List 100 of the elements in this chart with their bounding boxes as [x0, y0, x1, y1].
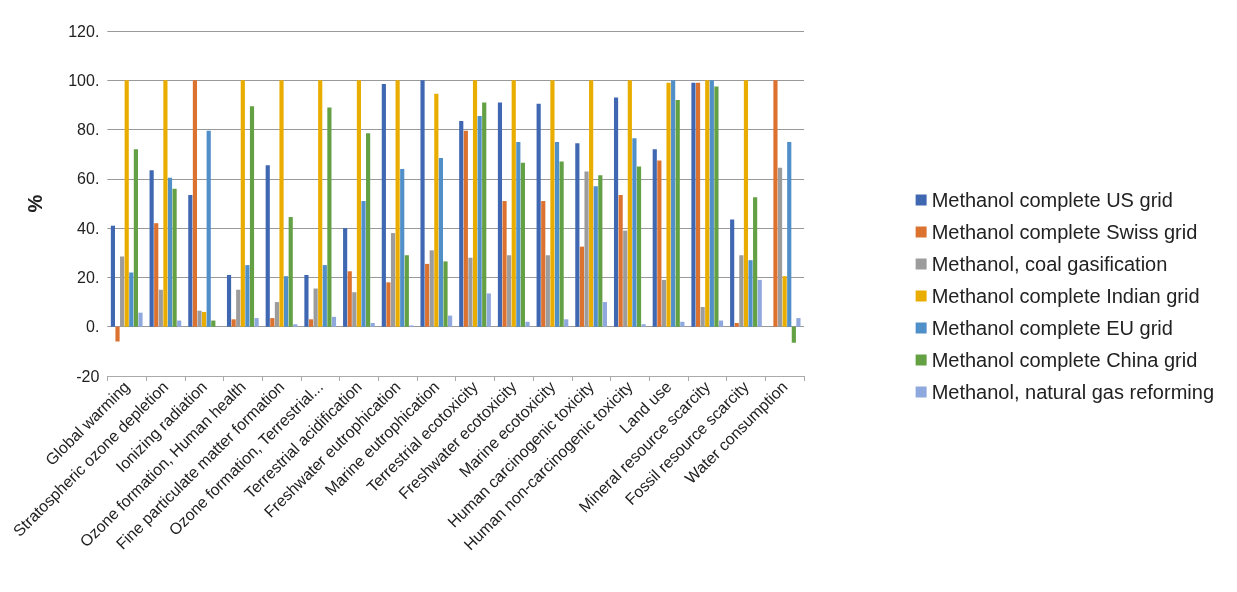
legend-label: Methanol, coal gasification: [931, 253, 1168, 275]
bar: [618, 194, 623, 327]
legend-label: Methanol complete China grid: [931, 349, 1198, 371]
bar: [163, 80, 168, 327]
bar: [743, 80, 749, 327]
bar: [714, 86, 719, 327]
bar: [288, 217, 293, 327]
y-tick-label: 40.: [77, 219, 100, 237]
bar: [559, 161, 564, 327]
legend-label: Methanol, natural gas reforming: [931, 381, 1214, 403]
bar: [284, 276, 289, 327]
bar: [550, 80, 555, 327]
bar: [497, 102, 503, 327]
bar: [265, 165, 270, 327]
bar: [602, 302, 608, 327]
bar: [327, 107, 332, 327]
bar: [356, 80, 362, 327]
y-tick-label: -20: [76, 367, 100, 385]
bar: [231, 319, 236, 327]
bar: [211, 320, 216, 327]
bar: [395, 80, 400, 327]
bar: [459, 120, 464, 327]
bar: [308, 319, 314, 327]
bar: [425, 263, 430, 327]
legend-label: Methanol complete Indian grid: [931, 285, 1200, 307]
bar: [787, 141, 792, 327]
y-tick-label: 120.: [68, 22, 100, 40]
y-tick-label: 0.: [86, 318, 100, 336]
bar: [249, 106, 255, 327]
bar: [366, 133, 371, 327]
bar: [671, 80, 676, 327]
bar: [593, 186, 598, 327]
bar: [627, 80, 632, 327]
bar: [322, 265, 327, 327]
bar: [154, 223, 159, 327]
bar: [709, 80, 714, 327]
bar: [400, 169, 405, 327]
bar: [468, 257, 473, 327]
bar: [443, 261, 448, 327]
bar: [511, 80, 516, 327]
bar: [343, 228, 348, 327]
bar: [197, 310, 202, 327]
bar: [202, 311, 207, 327]
bar: [188, 194, 193, 327]
bar: [575, 143, 580, 327]
bar: [331, 316, 337, 327]
y-tick-label: 60.: [77, 170, 100, 188]
bar: [381, 83, 386, 327]
y-tick-label: 100.: [68, 71, 100, 89]
bar: [167, 177, 173, 327]
bar: [438, 157, 444, 327]
bar: [516, 141, 521, 327]
bar: [748, 260, 753, 327]
bar: [753, 197, 758, 327]
bar: [520, 162, 526, 327]
bar: [782, 276, 787, 327]
bar: [370, 323, 375, 327]
bar: [632, 138, 637, 327]
bar: [482, 102, 487, 327]
bar: [541, 201, 546, 327]
bar: [598, 175, 603, 327]
bar: [734, 323, 739, 327]
bar: [695, 82, 701, 327]
bar: [502, 201, 507, 327]
legend-label: Methanol complete EU grid: [931, 317, 1173, 339]
bar: [680, 321, 685, 327]
legend-label: Methanol complete Swiss grid: [931, 221, 1198, 243]
bar: [270, 318, 275, 327]
y-tick-label: 80.: [77, 121, 100, 139]
bar: [347, 271, 352, 327]
bar: [536, 103, 541, 327]
bar: [304, 274, 309, 327]
bar: [226, 274, 232, 327]
bar: [110, 225, 116, 327]
bar: [525, 321, 530, 327]
bar: [589, 80, 594, 327]
bar: [477, 116, 482, 327]
bar: [730, 219, 735, 327]
bar: [705, 80, 710, 327]
bar: [796, 318, 801, 327]
bar: [675, 100, 680, 327]
bar: [718, 320, 724, 327]
bar: [657, 160, 662, 327]
bar: [318, 80, 323, 327]
bar: [115, 326, 120, 342]
bar: [636, 166, 642, 327]
bar: [579, 246, 585, 327]
bar: [177, 320, 182, 327]
y-axis-title: %: [24, 194, 47, 213]
bar: [138, 312, 143, 327]
y-tick-label: 20.: [77, 268, 100, 286]
bar: [448, 315, 453, 327]
bar: [791, 326, 796, 343]
bar: [133, 149, 138, 327]
bar: [279, 80, 284, 327]
bar: [641, 324, 646, 327]
bar: [472, 80, 478, 327]
bar: [773, 80, 778, 327]
bar: [691, 82, 696, 327]
bar: [652, 149, 657, 327]
